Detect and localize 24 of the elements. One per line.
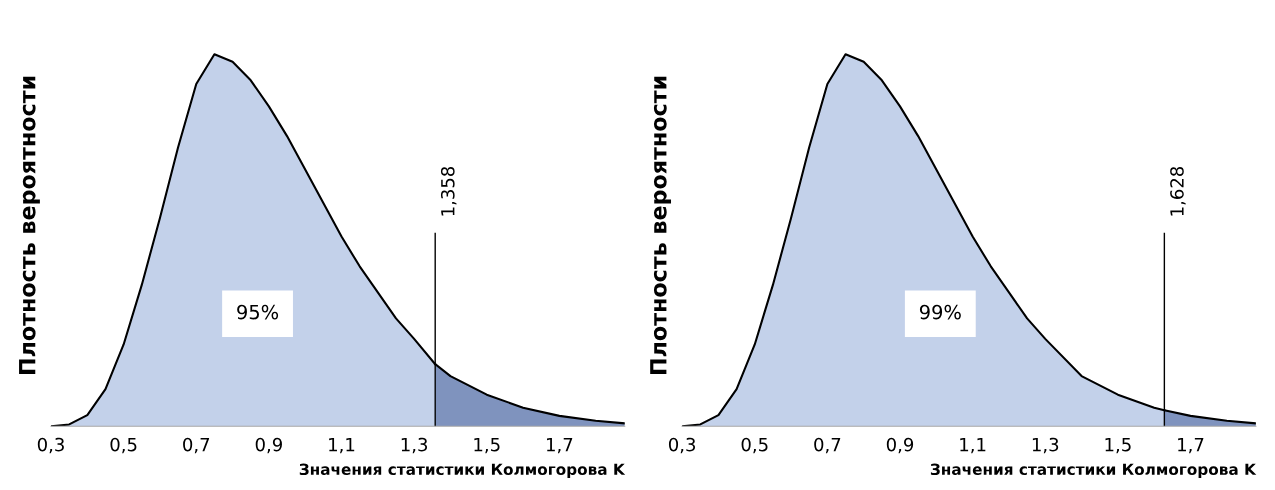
x-tick-label: 0,3 (37, 437, 64, 454)
x-tick-label: 1,5 (474, 437, 500, 454)
y-axis-title: Плотность вероятности (19, 76, 40, 374)
x-tick-label: 0,3 (668, 437, 696, 454)
y-axis-title: Плотность вероятности (650, 76, 672, 374)
annotation: 95% (237, 304, 279, 320)
x-tick-label: 0,9 (255, 437, 282, 454)
x-axis-title: Значения статистики Колмогорова K (299, 463, 626, 478)
x-tick-label: 0,7 (183, 437, 210, 454)
x-tick-label: 1,5 (1105, 437, 1131, 454)
x-axis-title: Значения статистики Колмогорова K (930, 463, 1257, 478)
ref-line-label: 1,628 (1170, 166, 1186, 216)
x-tick-label: 1,1 (960, 437, 986, 454)
x-tick-label: 0,9 (886, 437, 914, 454)
annotation: 99% (919, 304, 961, 320)
x-tick-label: 0,7 (814, 437, 841, 454)
x-tick-label: 1,1 (329, 437, 355, 454)
x-tick-label: 1,7 (547, 437, 573, 454)
x-tick-label: 0,5 (110, 437, 137, 454)
x-tick-label: 0,5 (741, 437, 768, 454)
x-tick-label: 1,3 (1032, 437, 1059, 454)
x-tick-label: 1,3 (401, 437, 428, 454)
x-tick-label: 1,7 (1178, 437, 1204, 454)
ref-line-label: 1,358 (440, 166, 457, 216)
